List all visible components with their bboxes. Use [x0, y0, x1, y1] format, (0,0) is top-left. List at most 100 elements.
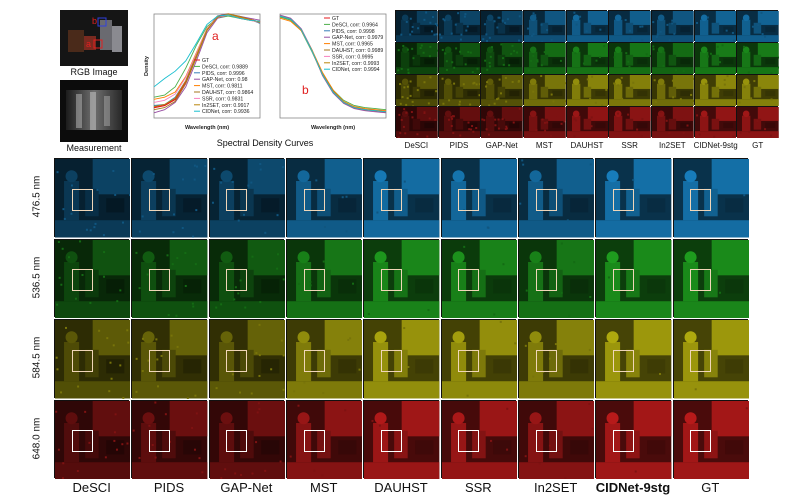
measurement-image: [60, 80, 128, 142]
crop-tile: [693, 74, 737, 106]
roi-box: [535, 349, 557, 372]
measurement-caption: Measurement: [66, 143, 122, 153]
result-tile: [131, 238, 208, 318]
roi-box: [612, 269, 634, 292]
method-label: In2SET: [533, 480, 578, 495]
crop-tile: [608, 42, 652, 74]
roi-box: [71, 269, 93, 292]
crop-tile: [523, 106, 566, 138]
roi-box: [690, 188, 712, 211]
result-tile: [518, 238, 595, 318]
roi-box: [303, 269, 325, 292]
crop-tile: [608, 74, 651, 106]
roi-box: [148, 349, 170, 372]
crop-method-label: SSR: [621, 141, 638, 150]
legend-entry: DeSCI, corr: 0.9964: [332, 22, 378, 28]
legend-entry: SSR, corr: 0.9831: [202, 96, 243, 102]
result-tile: [54, 158, 132, 238]
crop-grid: [395, 10, 781, 139]
crop-tile: [437, 10, 483, 42]
method-label: GAP-Net: [220, 480, 273, 495]
crop-method-label: DAUHST: [570, 141, 604, 150]
result-tile: [208, 238, 285, 320]
wavelength-label: 476.5 nm: [31, 175, 43, 218]
roi-box: [226, 269, 248, 292]
roi-box: [226, 430, 248, 453]
roi-box: [380, 349, 402, 372]
result-tile: [672, 158, 749, 238]
crop-tile: [565, 10, 609, 44]
result-tile: [363, 399, 440, 479]
crop-tile: [565, 106, 610, 138]
method-label: SSR: [464, 480, 492, 495]
series-line-8: [279, 15, 387, 113]
measurement-content: [66, 90, 122, 130]
crop-method-label: GAP-Net: [485, 141, 518, 150]
roi-box: [612, 349, 634, 372]
roi-box: [303, 349, 325, 372]
crop-method-label: MST: [535, 141, 553, 150]
crop-tile: [693, 42, 737, 74]
x-axis-label: Wavelength (nm): [185, 125, 229, 131]
crop-method-labels: DeSCI PIDS GAP-Net MST DAUHST SSR In2SET CIDNet…: [395, 141, 779, 153]
method-label: PIDS: [153, 480, 185, 495]
wavelength-label: 536.5 nm: [31, 256, 43, 299]
panel-letter: b: [302, 83, 309, 97]
result-tile: [440, 399, 517, 479]
y-axis-label: Density: [144, 55, 150, 76]
roi-box: [148, 430, 170, 453]
crop-tile: [651, 10, 694, 42]
result-tile: [131, 319, 208, 400]
roi-box: [458, 349, 480, 372]
crop-tile: [437, 74, 482, 106]
result-tile: [595, 319, 672, 399]
crop-tile: [480, 10, 523, 43]
result-tile: [208, 158, 285, 238]
crop-tile: [437, 42, 481, 76]
roi-box: [380, 188, 402, 211]
roi-box: [690, 269, 712, 292]
crop-tile: [395, 10, 439, 42]
roi-box: [226, 349, 248, 372]
crop-tile: [651, 106, 694, 138]
series-line-7: [153, 13, 261, 108]
rgb-image: b a: [60, 10, 128, 66]
roi-box: [380, 269, 402, 292]
legend-entry: In2SET, corr: 0.9993: [332, 61, 379, 67]
crop-tile: [565, 42, 609, 76]
crop-tile: [651, 42, 694, 74]
crop-tile: [395, 106, 438, 139]
crop-tile: [437, 106, 481, 138]
crop-method-label: GT: [752, 141, 764, 150]
result-tile: [363, 319, 440, 399]
plot-frame: [279, 13, 387, 119]
roi-box: [535, 269, 557, 292]
legend-entry: PIDS, corr: 0.9998: [332, 29, 375, 35]
crop-tile: [693, 106, 739, 138]
result-tile: [286, 238, 363, 318]
rgb-region-label-b: b: [92, 16, 97, 26]
roi-box: [690, 349, 712, 372]
result-tile: [131, 399, 208, 479]
legend-entry: GT: [202, 58, 210, 64]
result-tile: [54, 319, 131, 399]
roi-box: [226, 188, 248, 211]
method-label: CIDNet-9stg: [595, 480, 671, 495]
result-tile: [363, 158, 440, 238]
result-tile: [208, 319, 285, 399]
crop-tile: [736, 106, 779, 138]
crop-method-label: CIDNet-9stg: [693, 141, 738, 150]
crop-tile: [608, 106, 651, 138]
crop-tile: [395, 42, 440, 76]
spectral-plot-a: GT DeSCI, corr: 0.9889 PIDS, corr: 0.9996 G…: [142, 10, 264, 132]
roi-box: [71, 430, 93, 453]
result-tile: [595, 399, 672, 479]
result-tile: [518, 158, 597, 238]
roi-box: [612, 188, 634, 211]
series-line-4: [279, 17, 387, 112]
wavelength-label: 648.0 nm: [31, 417, 43, 460]
crop-method-label: PIDS: [449, 141, 469, 150]
crop-tile: [565, 74, 609, 107]
legend-entry: DAUHST, corr: 0.9864: [202, 90, 253, 96]
